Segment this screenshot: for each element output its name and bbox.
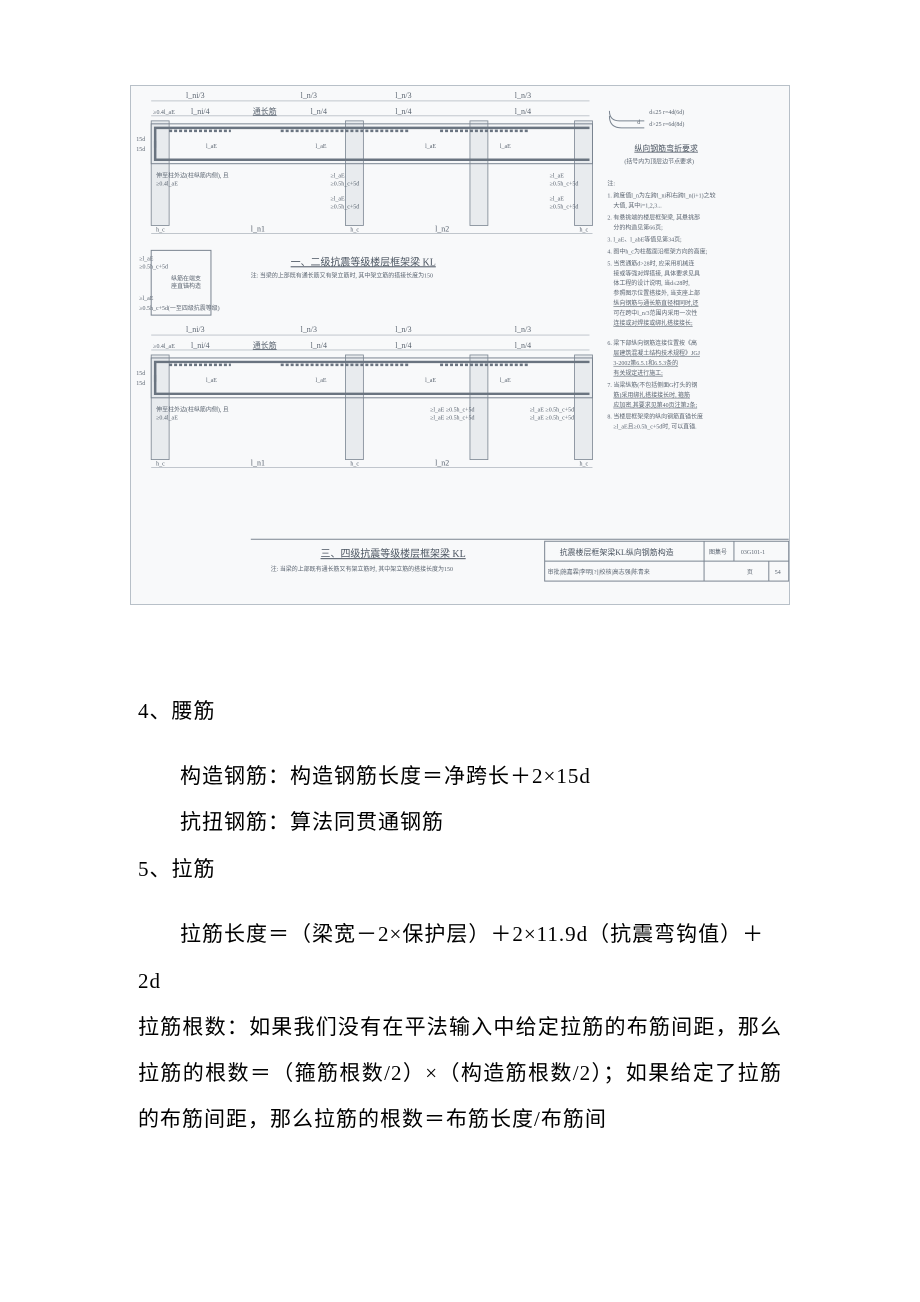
bend-label: d [637, 120, 640, 126]
cond-label: ≥0.5h_c+5d [139, 264, 168, 270]
dim-label: l_n/4 [515, 107, 531, 116]
text-content: 4、腰筋 构造钢筋：构造钢筋长度＝净跨长＋2×15d 抗扭钢筋：算法同贯通钢筋 … [130, 695, 790, 1142]
span-label: h_c [350, 462, 359, 468]
box-text: 纵筋在端支 [171, 274, 201, 282]
dim-label: l_aE [425, 378, 436, 384]
dim-label: l_n/3 [395, 91, 411, 100]
cond-label: ≥l_aE ≥0.5h_c+5d [430, 416, 474, 422]
span-label: h_c [156, 227, 165, 233]
note-item: 8. 当楼层框架梁的纵向钢筋直锚长度 ≥l_aE且≥0.5h_c+5d时, 可以… [607, 413, 704, 431]
dim-label: l_aE [316, 378, 327, 384]
connector-label: 通长筋 [253, 340, 277, 350]
cond-label: ≥0.5h_c+5d [331, 182, 360, 188]
section-5-line1: 拉筋长度＝（梁宽－2×保护层）＋2×11.9d（抗震弯钩值）＋2d [138, 911, 782, 1003]
cond-label: ≥0.5h_c+5d [331, 205, 360, 211]
cond-label: ≥l_aE [139, 296, 154, 302]
section-4-line2: 抗扭钢筋：算法同贯通钢筋 [138, 799, 782, 845]
span-label: l_n1 [251, 459, 265, 468]
span-label: l_n2 [435, 224, 449, 233]
bend-title: 纵向钢筋弯折要求 [634, 143, 698, 153]
notes-title: 注: [607, 180, 615, 188]
box-text: 座直锚构造 [171, 282, 201, 290]
note-item: 5. 当贯通筋d>28时, 应采用机械连 接或等强对焊搭接, 具体要求见具 体工… [607, 259, 701, 327]
dim-label: ≥0.4l_aE [153, 110, 175, 116]
vert-label: 15d [136, 371, 145, 377]
note-item: 2. 有悬挑端的楼层框架梁, 其悬挑部 分的构造见第66页; [607, 213, 701, 231]
note-item: 6. 梁下部纵向钢筋连接位置按《高 层建筑混凝土结构技术规程》JGJ 3-200… [607, 339, 701, 377]
span-label: h_c [580, 227, 589, 233]
vert-label: 15d [136, 381, 145, 387]
span-label: h_c [350, 227, 359, 233]
note-item: 4. 图中h_c为柱截面沿框架方向的高度; [607, 247, 707, 255]
vert-label: 15d [136, 137, 145, 143]
span-label: l_n2 [435, 459, 449, 468]
dim-label: l_n/4 [311, 107, 327, 116]
dim-label: l_ni/3 [186, 325, 205, 334]
page-label: 页 [747, 569, 753, 576]
cond-label: ≥l_aE [550, 197, 565, 203]
span-label: h_c [580, 462, 589, 468]
dim-label: l_n/4 [515, 341, 531, 350]
dim-label: l_ni/3 [186, 91, 205, 100]
cond-label: ≥0.5h_c+5d [550, 205, 579, 211]
page-value: 54 [775, 570, 781, 576]
section-title: 一、二级抗震等级楼层框架梁 KL [291, 255, 436, 268]
dim-label: l_n/3 [515, 325, 531, 334]
dim-label: l_n/3 [301, 91, 317, 100]
vert-label: 15d [136, 147, 145, 153]
dim-label: l_n/3 [515, 91, 531, 100]
note-item: 3. l_aE、l_abE等值见第34页; [607, 235, 682, 243]
section-5-heading: 5、拉筋 [138, 853, 782, 883]
dim-label: l_aE [316, 144, 327, 150]
dim-label: l_n/4 [395, 107, 411, 116]
dim-label: l_aE [425, 144, 436, 150]
dim-label: ≥0.4l_aE [153, 344, 175, 350]
cond-label: ≥l_aE [331, 174, 346, 180]
atlas-label: 图集号 [709, 548, 727, 556]
connector-label: 通长筋 [253, 106, 277, 116]
cond-label: ≥0.5h_c+5d [550, 182, 579, 188]
note-label: 伸至柱外边(柱纵筋内侧), 且 [156, 406, 229, 414]
note-label: ≥0.4l_aE [156, 182, 178, 188]
dim-label: l_aE [500, 144, 511, 150]
dim-label: l_n/3 [301, 325, 317, 334]
span-label: l_n1 [251, 224, 265, 233]
lower-note: 注: 当梁的上部既有通长筋又有架立筋时, 其中架立筋的搭接长度为150 [271, 565, 453, 573]
note-item: 7. 当梁纵筋(不包括侧面G打头的钢 筋)采用绑扎搭接接长时, 箍筋 应加密,其… [607, 381, 698, 409]
note-label: 伸至柱外边(柱纵筋内侧), 且 [156, 172, 229, 180]
cond-label: ≥l_aE ≥0.5h_c+5d [530, 416, 574, 422]
cond-label: ≥0.5h_c+5d(一至四级抗震等级) [139, 304, 219, 312]
cond-label: ≥l_aE ≥0.5h_c+5d [430, 408, 474, 414]
section-note: 注: 当梁的上部既有通长筋又有架立筋时, 其中架立筋的搭接长度为150 [251, 271, 433, 279]
dim-label: l_n/3 [395, 325, 411, 334]
bend-subtitle: (括号内为顶层边节点要求) [624, 158, 694, 166]
cond-label: ≥l_aE ≥0.5h_c+5d [530, 408, 574, 414]
note-label: ≥0.4l_aE [156, 416, 178, 422]
diagram-svg: l_ni/3 l_n/3 l_n/3 l_n/3 ≥0.4l_aE l_ni/4… [131, 86, 789, 604]
dim-label: l_aE [206, 144, 217, 150]
dim-label: l_ni/4 [191, 107, 210, 116]
rebar-diagram: l_ni/3 l_n/3 l_n/3 l_n/3 ≥0.4l_aE l_ni/4… [130, 85, 790, 605]
dim-label: l_n/4 [311, 341, 327, 350]
section-4-line1: 构造钢筋：构造钢筋长度＝净跨长＋2×15d [138, 753, 782, 799]
cond-label: ≥l_aE [139, 256, 154, 262]
cond-label: ≥l_aE [331, 197, 346, 203]
bend-formula: d>25 r=6d(8d) [649, 121, 684, 128]
dim-label: l_aE [206, 378, 217, 384]
lower-title: 三、四级抗震等级楼层框架梁 KL [321, 547, 466, 560]
span-label: h_c [156, 462, 165, 468]
dim-label: l_aE [500, 378, 511, 384]
footer-title: 抗震楼层框架梁KL纵向钢筋构造 [560, 547, 674, 557]
cond-label: ≥l_aE [550, 174, 565, 180]
dim-label: l_ni/4 [191, 341, 210, 350]
atlas-value: 03G101-1 [741, 550, 765, 556]
section-4-heading: 4、腰筋 [138, 695, 782, 725]
note-item: 1. 跨度值l_n为左跨l_ni和右跨l_n(i+1)之较 大值, 其中i=1,… [607, 192, 717, 210]
bend-formula: d≤25 r=4d(6d) [649, 109, 684, 116]
approval-row: 审批|施嘉霖|李明[?]|校核|高志强|陈青来 [548, 568, 650, 576]
section-5-para: 拉筋根数：如果我们没有在平法输入中给定拉筋的布筋间距，那么拉筋的根数＝（箍筋根数… [138, 1004, 782, 1143]
dim-label: l_n/4 [395, 341, 411, 350]
